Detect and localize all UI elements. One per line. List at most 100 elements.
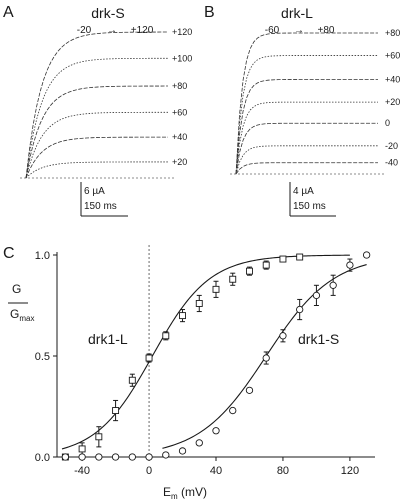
trace-voltage-label: +80	[385, 28, 400, 38]
panel-c-fits	[61, 254, 367, 450]
current-trace	[235, 162, 378, 175]
panel-letter-b: B	[204, 4, 215, 21]
panel-b-range-start: -60	[265, 25, 280, 36]
data-point-circle	[95, 453, 103, 461]
data-point-circle	[296, 305, 304, 314]
trace-voltage-label: +20	[172, 157, 187, 167]
panel-a-scale-time: 150 ms	[84, 201, 117, 212]
y-tick-label: 1.0	[35, 250, 50, 262]
data-point-circle	[245, 386, 254, 394]
y-axis-title-denominator-main: G	[10, 307, 19, 321]
x-axis-title: Em (mV)	[163, 485, 207, 500]
data-point-circle	[178, 447, 187, 455]
data-point-circle	[78, 453, 86, 461]
current-trace	[25, 85, 168, 179]
data-point-circle	[362, 251, 371, 259]
y-axis-title-numerator: G	[12, 282, 21, 296]
x-axis-title-sub: m	[171, 492, 178, 500]
data-point-circle	[329, 281, 337, 289]
data-point-circle	[61, 453, 70, 461]
series-label-drk1-l: drk1-L	[88, 331, 128, 347]
series-label-drk1-s: drk1-S	[298, 331, 339, 347]
trace-voltage-label: +100	[172, 53, 192, 63]
data-point-circle	[162, 451, 170, 459]
data-point-circle	[145, 453, 153, 461]
data-point-square	[162, 332, 170, 340]
trace-voltage-label: +120	[172, 27, 192, 37]
trace-voltage-label: 0	[385, 118, 390, 128]
current-trace	[25, 136, 168, 179]
data-point-square	[279, 255, 287, 263]
data-point-square	[229, 275, 237, 283]
x-axis-title-main: E	[163, 485, 171, 499]
panel-b-scale-time: 150 ms	[293, 201, 326, 212]
panel-letter-c: C	[3, 245, 15, 262]
data-point-circle	[195, 439, 203, 447]
current-trace	[235, 32, 378, 175]
data-point-square	[262, 261, 270, 269]
data-point-square	[296, 253, 304, 261]
data-point-square	[145, 354, 153, 362]
data-point-square	[246, 267, 253, 275]
data-point-square	[179, 312, 186, 320]
panel-a: A drk-S -20 → +120 +120+100+80+60+40+20 …	[3, 4, 192, 217]
trace-voltage-label: +40	[172, 132, 187, 142]
trace-voltage-label: +60	[385, 51, 400, 61]
current-trace	[235, 122, 378, 175]
data-point-circle	[111, 453, 120, 461]
x-axis-title-unit: (mV)	[178, 485, 207, 499]
panel-a-range-end: +120	[131, 25, 154, 36]
data-point-square	[112, 407, 120, 414]
current-trace	[235, 101, 378, 175]
trace-voltage-label: -20	[385, 141, 398, 151]
panel-c: C G Gmax 0.0 0.5 1.0 -40 0 40 80 120 drk1-L drk…	[3, 245, 375, 500]
trace-voltage-label: +20	[385, 97, 400, 107]
current-trace	[25, 31, 168, 179]
panel-letter-a: A	[3, 4, 14, 21]
boltzmann-fit-drk1-l	[61, 254, 350, 450]
panel-a-range-arrow: →	[107, 25, 117, 36]
data-point-circle	[312, 291, 321, 300]
x-tick-label: 120	[341, 465, 359, 477]
y-tick-label: 0.5	[35, 351, 50, 363]
current-trace	[25, 161, 168, 179]
current-trace	[235, 145, 378, 175]
trace-voltage-label: +80	[172, 81, 187, 91]
current-trace	[25, 57, 169, 179]
current-trace	[235, 55, 378, 175]
panel-c-points	[61, 251, 371, 461]
panel-b: B drk-L -60 → +80 +80 +60 +40 +20 0 -20 -40 4 …	[204, 4, 400, 217]
data-point-circle	[262, 354, 270, 362]
data-point-circle	[212, 427, 220, 435]
panel-c-axes: 0.0 0.5 1.0 -40 0 40 80 120	[35, 245, 375, 477]
y-axis-title-denominator: Gmax	[10, 307, 34, 323]
x-tick-label: 40	[210, 465, 222, 477]
panel-b-range-end: +80	[318, 25, 335, 36]
x-tick-label: 80	[277, 465, 289, 477]
x-tick-label: -40	[74, 465, 90, 477]
panel-a-scale-current: 6 µA	[84, 186, 105, 197]
y-axis-title: G Gmax	[8, 282, 34, 323]
panel-a-traces: +120 +100 +80 +60 +40 +20	[20, 27, 192, 179]
panel-b-scale-bar: 4 µA 150 ms	[289, 182, 336, 217]
data-point-square	[212, 285, 220, 293]
panel-b-traces: +80 +60 +40 +20 0 -20 -40	[230, 28, 400, 175]
data-point-square	[128, 376, 136, 384]
y-axis-title-denominator-sub: max	[19, 314, 34, 323]
trace-voltage-label: -40	[385, 158, 398, 168]
trace-voltage-label: +40	[385, 75, 400, 85]
data-point-circle	[128, 453, 136, 461]
data-point-square	[95, 433, 103, 441]
panel-a-range-start: -20	[77, 25, 92, 36]
panel-b-scale-current: 4 µA	[293, 186, 314, 197]
trace-voltage-label: +60	[172, 107, 187, 117]
data-point-circle	[279, 332, 287, 340]
current-trace	[25, 111, 168, 179]
panel-b-title: drk-L	[281, 5, 313, 21]
data-point-circle	[229, 406, 237, 415]
x-tick-label: 0	[146, 465, 152, 477]
panel-b-range-arrow: →	[294, 25, 304, 36]
current-trace	[235, 79, 378, 175]
data-point-square	[195, 300, 203, 307]
